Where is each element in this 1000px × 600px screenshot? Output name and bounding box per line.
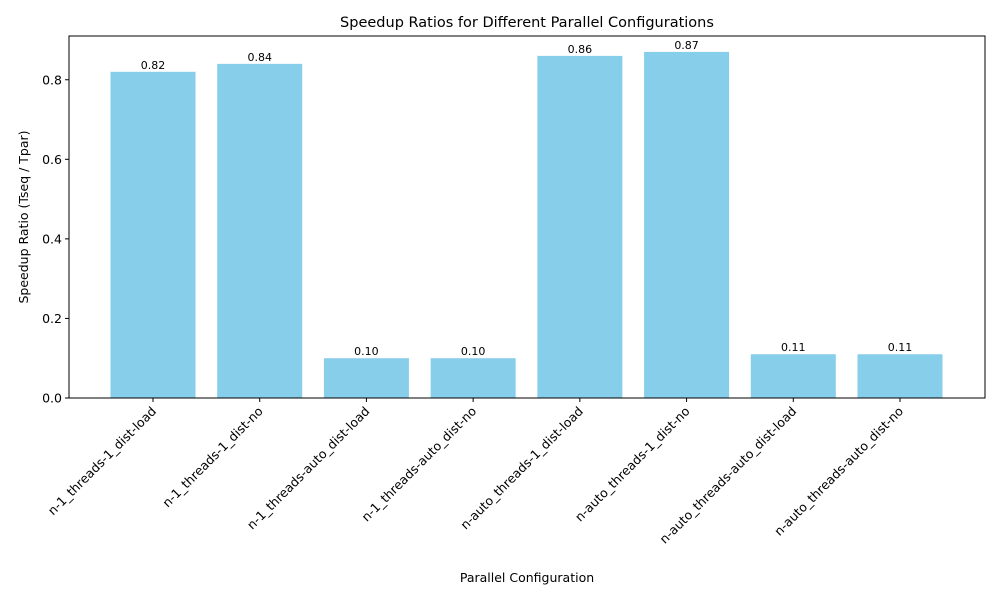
value-label-n-auto_threads-1_dist-no: 0.87 bbox=[674, 39, 699, 52]
bars-group bbox=[110, 51, 943, 399]
y-tick-label-0.6: 0.6 bbox=[42, 152, 62, 167]
plot-frame bbox=[68, 35, 986, 399]
value-label-n-1_threads-1_dist-load: 0.82 bbox=[141, 59, 166, 72]
bar-n-auto_threads-auto_dist-no bbox=[857, 354, 943, 398]
y-tick-label-0.8: 0.8 bbox=[42, 72, 62, 87]
value-label-n-auto_threads-1_dist-load: 0.86 bbox=[568, 43, 593, 56]
bar-n-1_threads-auto_dist-no bbox=[430, 358, 516, 398]
bar-n-auto_threads-auto_dist-load bbox=[750, 354, 836, 398]
x-tick-label-n-1_threads-1_dist-load: n-1_threads-1_dist-load bbox=[45, 404, 159, 518]
x-axis-label: Parallel Configuration bbox=[460, 570, 594, 585]
bar-n-auto_threads-1_dist-no bbox=[644, 51, 730, 399]
value-label-n-1_threads-1_dist-no: 0.84 bbox=[247, 51, 272, 64]
value-label-n-auto_threads-auto_dist-no: 0.11 bbox=[888, 341, 913, 354]
y-axis: 0.0 0.2 0.4 0.6 0.8 bbox=[42, 72, 69, 406]
value-label-n-auto_threads-auto_dist-load: 0.11 bbox=[781, 341, 806, 354]
y-tick-label-0.4: 0.4 bbox=[42, 231, 62, 246]
x-tick-label-n-auto_threads-1_dist-load: n-auto_threads-1_dist-load bbox=[457, 404, 586, 533]
bar-n-1_threads-1_dist-load bbox=[110, 71, 196, 399]
value-labels-group: 0.82 0.84 0.10 0.10 0.86 0.87 0.11 0.11 bbox=[141, 39, 913, 358]
x-tick-label-n-auto_threads-1_dist-no: n-auto_threads-1_dist-no bbox=[572, 404, 693, 525]
x-tick-label-n-auto_threads-auto_dist-no: n-auto_threads-auto_dist-no bbox=[771, 404, 906, 539]
x-tick-label-n-1_threads-auto_dist-load: n-1_threads-auto_dist-load bbox=[244, 404, 373, 533]
y-axis-label: Speedup Ratio (Tseq / Tpar) bbox=[16, 130, 31, 303]
value-label-n-1_threads-auto_dist-load: 0.10 bbox=[354, 345, 379, 358]
y-tick-label-0.2: 0.2 bbox=[42, 311, 62, 326]
bar-n-1_threads-1_dist-no bbox=[217, 63, 303, 398]
value-label-n-1_threads-auto_dist-no: 0.10 bbox=[461, 345, 486, 358]
x-axis: n-1_threads-1_dist-load n-1_threads-1_dis… bbox=[45, 398, 906, 547]
x-tick-label-n-1_threads-auto_dist-no: n-1_threads-auto_dist-no bbox=[358, 404, 479, 525]
x-tick-label-n-1_threads-1_dist-no: n-1_threads-1_dist-no bbox=[159, 404, 266, 511]
bar-n-auto_threads-1_dist-load bbox=[537, 55, 623, 399]
bar-n-1_threads-auto_dist-load bbox=[323, 358, 409, 398]
chart-title: Speedup Ratios for Different Parallel Co… bbox=[340, 15, 714, 31]
y-tick-label-0.0: 0.0 bbox=[42, 391, 62, 406]
